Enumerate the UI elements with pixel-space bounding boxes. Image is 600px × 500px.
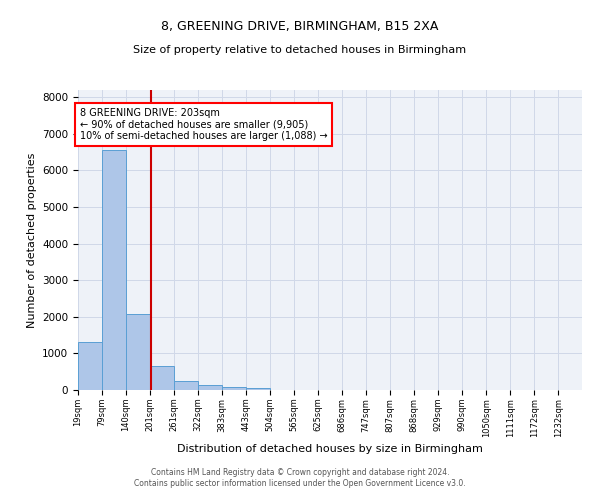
Text: Contains HM Land Registry data © Crown copyright and database right 2024.
Contai: Contains HM Land Registry data © Crown c…	[134, 468, 466, 487]
Bar	[246, 388, 270, 390]
Bar	[78, 342, 102, 390]
Bar	[102, 150, 126, 390]
Text: 8 GREENING DRIVE: 203sqm
← 90% of detached houses are smaller (9,905)
10% of sem: 8 GREENING DRIVE: 203sqm ← 90% of detach…	[80, 108, 328, 142]
Text: Size of property relative to detached houses in Birmingham: Size of property relative to detached ho…	[133, 45, 467, 55]
Bar	[222, 386, 246, 390]
Text: 8, GREENING DRIVE, BIRMINGHAM, B15 2XA: 8, GREENING DRIVE, BIRMINGHAM, B15 2XA	[161, 20, 439, 33]
Bar	[198, 385, 222, 390]
Y-axis label: Number of detached properties: Number of detached properties	[26, 152, 37, 328]
Bar	[174, 381, 198, 390]
Bar	[126, 314, 150, 390]
X-axis label: Distribution of detached houses by size in Birmingham: Distribution of detached houses by size …	[177, 444, 483, 454]
Bar	[150, 366, 174, 390]
